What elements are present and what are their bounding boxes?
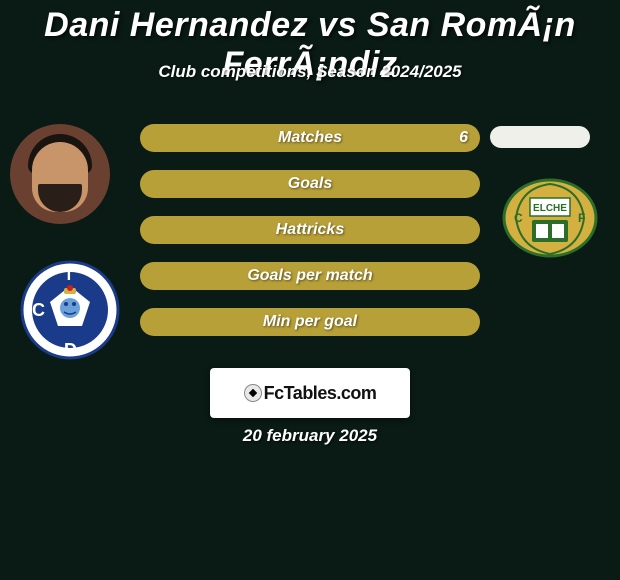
right-pill — [490, 126, 590, 148]
stat-row: Goals per match — [140, 262, 480, 290]
fctables-logo: FcTables.com — [210, 368, 410, 418]
stat-label: Goals — [288, 175, 332, 192]
comparison-card: Dani Hernandez vs San RomÃ¡n FerrÃ¡ndiz … — [0, 0, 620, 580]
svg-text:C: C — [514, 211, 523, 225]
stat-label: Min per goal — [263, 313, 357, 330]
svg-text:F: F — [578, 211, 585, 225]
stat-row: Min per goal — [140, 308, 480, 336]
stat-row: Hattricks — [140, 216, 480, 244]
svg-text:ELCHE: ELCHE — [533, 203, 567, 214]
player-face-icon — [10, 124, 110, 224]
comparison-date: 20 february 2025 — [0, 426, 620, 446]
svg-text:C: C — [32, 300, 45, 320]
soccer-ball-icon — [244, 384, 262, 402]
stat-label: Goals per match — [247, 267, 372, 284]
club-crest-right: ELCHE C F — [500, 178, 600, 264]
subtitle: Club competitions, Season 2024/2025 — [0, 62, 620, 82]
stat-label: Hattricks — [276, 221, 344, 238]
stat-row: Matches 6 — [140, 124, 480, 152]
svg-text:D: D — [64, 340, 77, 360]
stat-value-right: 6 — [459, 124, 468, 152]
club-crest-left: C T D — [20, 260, 120, 370]
svg-text:T: T — [64, 267, 74, 284]
tenerife-crest-icon: C T D — [20, 260, 120, 370]
stat-label: Matches — [278, 129, 342, 146]
stat-row: Goals — [140, 170, 480, 198]
elche-crest-icon: ELCHE C F — [500, 178, 600, 264]
player-photo-left — [10, 124, 110, 224]
logo-text: FcTables.com — [264, 383, 377, 404]
